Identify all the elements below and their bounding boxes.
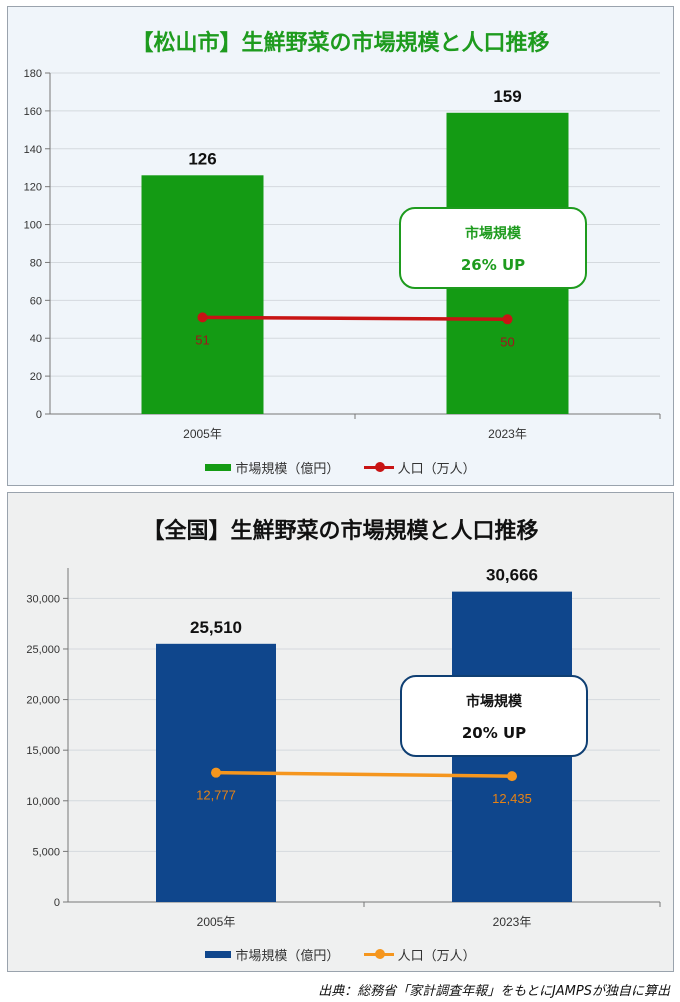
chart-title: 【全国】生鮮野菜の市場規模と人口推移 [142,519,539,544]
legend-label: 市場規模（億円） [235,949,340,964]
y-tick-label: 80 [30,257,42,269]
y-tick-label: 100 [24,220,42,232]
matsuyama-chart-panel: 【松山市】生鮮野菜の市場規模と人口推移 0 20 40 60 80 100 120 140 16… [7,6,674,486]
population-data-label: 12,777 [196,788,236,803]
legend-item-market: 市場規模（億円） [205,458,339,477]
population-data-label: 50 [500,334,514,349]
y-tick-label: 5,000 [32,846,60,858]
y-tick-label: 180 [24,68,42,80]
callout-label: 市場規模 [465,226,521,242]
chart-title: 【松山市】生鮮野菜の市場規模と人口推移 [131,31,550,56]
x-tick-label: 2005年 [183,427,222,441]
growth-callout: 市場規模 20% UP [400,675,588,757]
callout-label: 市場規模 [466,694,522,710]
population-point [197,312,208,323]
y-tick-label: 60 [30,295,42,307]
y-tick-label: 40 [30,333,42,345]
chart-legend: 市場規模（億円） 人口（万人） [8,945,673,964]
population-point [507,771,517,782]
y-tick-label: 0 [54,897,60,909]
population-line [215,770,513,778]
legend-item-market: 市場規模（億円） [205,945,339,964]
bar-data-label: 126 [188,149,216,168]
bar-data-label: 30,666 [486,566,538,585]
x-tick-label: 2023年 [493,915,532,929]
population-data-label: 51 [195,332,209,347]
matsuyama-chart-plot: 0 20 40 60 80 100 120 140 160 180 2005年 126 2023年 159… [24,68,661,441]
x-tick-label: 2023年 [488,427,527,441]
bar-data-label: 159 [493,87,521,106]
population-data-label: 12,435 [492,791,532,806]
legend-bar-swatch [205,464,232,471]
legend-line-swatch [363,949,394,959]
population-point [211,767,221,778]
chart-legend: 市場規模（億円） 人口（万人） [8,458,673,477]
y-tick-label: 25,000 [26,644,60,656]
national-chart-panel: 【全国】生鮮野菜の市場規模と人口推移 0 5,000 10,000 15,000 20,… [7,492,674,972]
growth-callout: 市場規模 26% UP [399,207,587,289]
y-tick-label: 30,000 [26,593,60,605]
source-note: 出典：総務省「家計調査年報」をもとにJAMPSが独自に算出 [318,984,670,999]
y-tick-label: 120 [24,182,42,194]
bar-data-label: 25,510 [190,618,242,637]
legend-label: 市場規模（億円） [235,462,340,477]
bar [141,175,264,414]
legend-bar-swatch [205,951,232,958]
population-point [502,314,513,325]
y-tick-label: 10,000 [26,796,60,808]
callout-value: 20% UP [461,724,527,742]
y-tick-label: 160 [24,106,42,118]
legend-label: 人口（万人） [397,462,476,477]
legend-label: 人口（万人） [397,949,476,964]
y-tick-label: 20,000 [26,695,60,707]
population-line [202,315,508,322]
y-tick-label: 140 [24,144,42,156]
y-tick-label: 0 [36,409,42,421]
y-tick-label: 20 [30,371,42,383]
x-tick-label: 2005年 [197,915,236,929]
legend-item-population: 人口（万人） [363,945,476,964]
legend-item-population: 人口（万人） [363,458,476,477]
y-tick-label: 15,000 [26,745,60,757]
callout-value: 26% UP [460,256,526,274]
legend-line-swatch [363,462,394,472]
